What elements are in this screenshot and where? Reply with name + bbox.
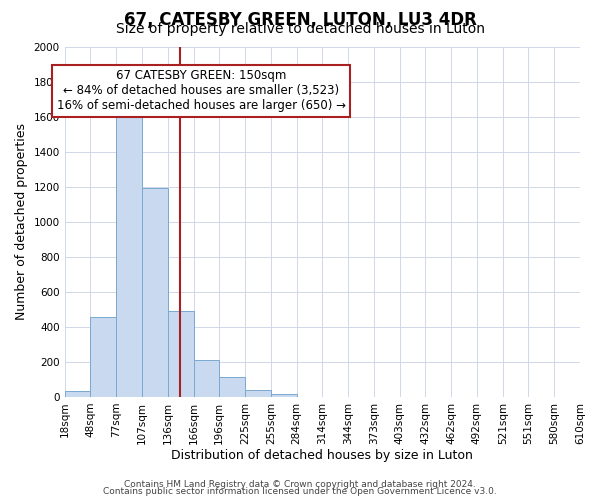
Bar [65,391,91,397]
Text: Contains public sector information licensed under the Open Government Licence v3: Contains public sector information licen… [103,487,497,496]
Bar [219,377,245,397]
Text: 67 CATESBY GREEN: 150sqm
← 84% of detached houses are smaller (3,523)
16% of sem: 67 CATESBY GREEN: 150sqm ← 84% of detach… [57,70,346,112]
Bar [245,390,271,397]
Bar [142,188,168,397]
Bar [193,360,219,397]
Text: Size of property relative to detached houses in Luton: Size of property relative to detached ho… [115,22,485,36]
X-axis label: Distribution of detached houses by size in Luton: Distribution of detached houses by size … [172,450,473,462]
Bar [168,311,193,397]
Bar [91,317,116,397]
Text: 67, CATESBY GREEN, LUTON, LU3 4DR: 67, CATESBY GREEN, LUTON, LU3 4DR [124,11,476,29]
Bar [271,394,296,397]
Bar [116,116,142,397]
Y-axis label: Number of detached properties: Number of detached properties [15,123,28,320]
Text: Contains HM Land Registry data © Crown copyright and database right 2024.: Contains HM Land Registry data © Crown c… [124,480,476,489]
